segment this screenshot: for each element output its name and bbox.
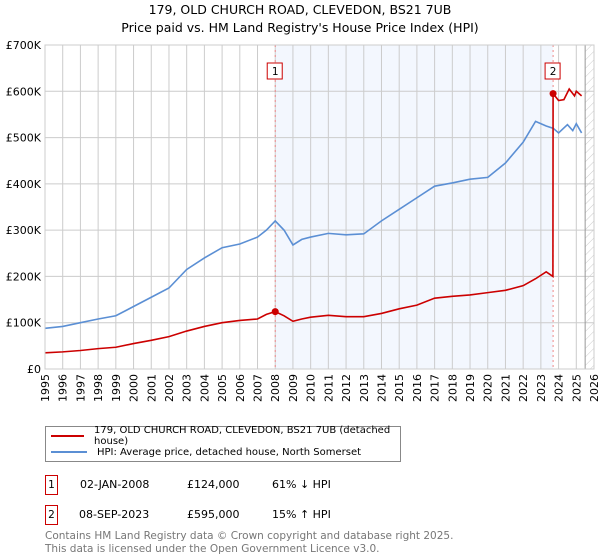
x-tick-label: 2010 xyxy=(305,374,318,402)
x-tick-label: 2026 xyxy=(588,374,600,402)
marker-badge: 2 xyxy=(45,505,58,525)
x-tick-label: 2013 xyxy=(358,374,371,402)
x-tick-label: 2015 xyxy=(393,374,406,402)
x-tick-label: 1999 xyxy=(110,374,123,402)
sale-point xyxy=(271,308,279,316)
x-tick-label: 2016 xyxy=(411,374,424,402)
x-tick-label: 2004 xyxy=(198,374,211,402)
annotation-label: 2 xyxy=(550,66,557,78)
footer: Contains HM Land Registry data © Crown c… xyxy=(45,530,454,555)
x-tick-label: 1995 xyxy=(39,374,52,402)
plot-frame xyxy=(44,44,595,370)
x-tick-label: 2022 xyxy=(517,374,530,402)
sale-point xyxy=(549,90,557,98)
x-tick-label: 2019 xyxy=(464,374,477,402)
x-tick-label: 2003 xyxy=(181,374,194,402)
legend-item-hpi: HPI: Average price, detached house, Nort… xyxy=(46,444,361,460)
x-tick-label: 2002 xyxy=(163,374,176,402)
x-tick-label: 2024 xyxy=(553,374,566,402)
annotation-label: 1 xyxy=(272,66,279,78)
x-tick-label: 1997 xyxy=(74,374,87,402)
x-tick-label: 2014 xyxy=(375,374,388,402)
y-tick-label: £700K xyxy=(6,39,42,52)
y-tick-label: £400K xyxy=(6,178,42,191)
x-tick-label: 2021 xyxy=(499,374,512,402)
x-tick-label: 2023 xyxy=(535,374,548,402)
x-tick-label: 2017 xyxy=(429,374,442,402)
shaded-region xyxy=(275,45,554,369)
y-tick-label: £600K xyxy=(6,85,42,98)
chart-svg: 1995 1996 1997 1998 1999 2000 2001 2002 2003 2004… xyxy=(6,39,600,402)
legend: 179, OLD CHURCH ROAD, CLEVEDON, BS21 7UB… xyxy=(45,425,401,462)
chart-title: 179, OLD CHURCH ROAD, CLEVEDON, BS21 7UB xyxy=(148,2,452,17)
x-tick-label: 2009 xyxy=(287,374,300,402)
x-tick-label: 2011 xyxy=(322,374,335,402)
annotation-box xyxy=(266,62,283,80)
x-tick-label: 1998 xyxy=(92,374,105,402)
y-tick-label: £0 xyxy=(27,363,41,376)
x-tick-label: 2007 xyxy=(252,374,265,402)
chart-subtitle: Price paid vs. HM Land Registry's House … xyxy=(121,20,479,35)
x-tick-label: 2006 xyxy=(234,374,247,402)
table-row: 1 02-JAN-2008 £124,000 61% ↓ HPI xyxy=(45,475,445,495)
y-tick-label: £100K xyxy=(6,317,42,330)
marker-badge: 1 xyxy=(45,475,58,495)
x-tick-label: 2005 xyxy=(216,374,229,402)
series-line xyxy=(44,120,583,330)
x-tick-label: 2025 xyxy=(570,374,583,402)
x-tick-label: 2001 xyxy=(145,374,158,402)
x-tick-label: 2020 xyxy=(482,374,495,402)
y-tick-label: £200K xyxy=(6,270,42,283)
x-tick-label: 2008 xyxy=(269,374,282,402)
y-tick-label: £500K xyxy=(6,132,42,145)
table-row: 2 08-SEP-2023 £595,000 15% ↑ HPI xyxy=(45,505,445,525)
x-tick-label: 2000 xyxy=(128,374,141,402)
forecast-hatch xyxy=(585,45,594,369)
x-tick-label: 2018 xyxy=(446,374,459,402)
x-tick-label: 2012 xyxy=(340,374,353,402)
y-tick-label: £300K xyxy=(6,224,42,237)
x-tick-label: 1996 xyxy=(57,374,70,402)
legend-item-property: 179, OLD CHURCH ROAD, CLEVEDON, BS21 7UB… xyxy=(46,425,400,447)
annotation-box xyxy=(544,62,561,80)
series-line xyxy=(44,87,583,354)
